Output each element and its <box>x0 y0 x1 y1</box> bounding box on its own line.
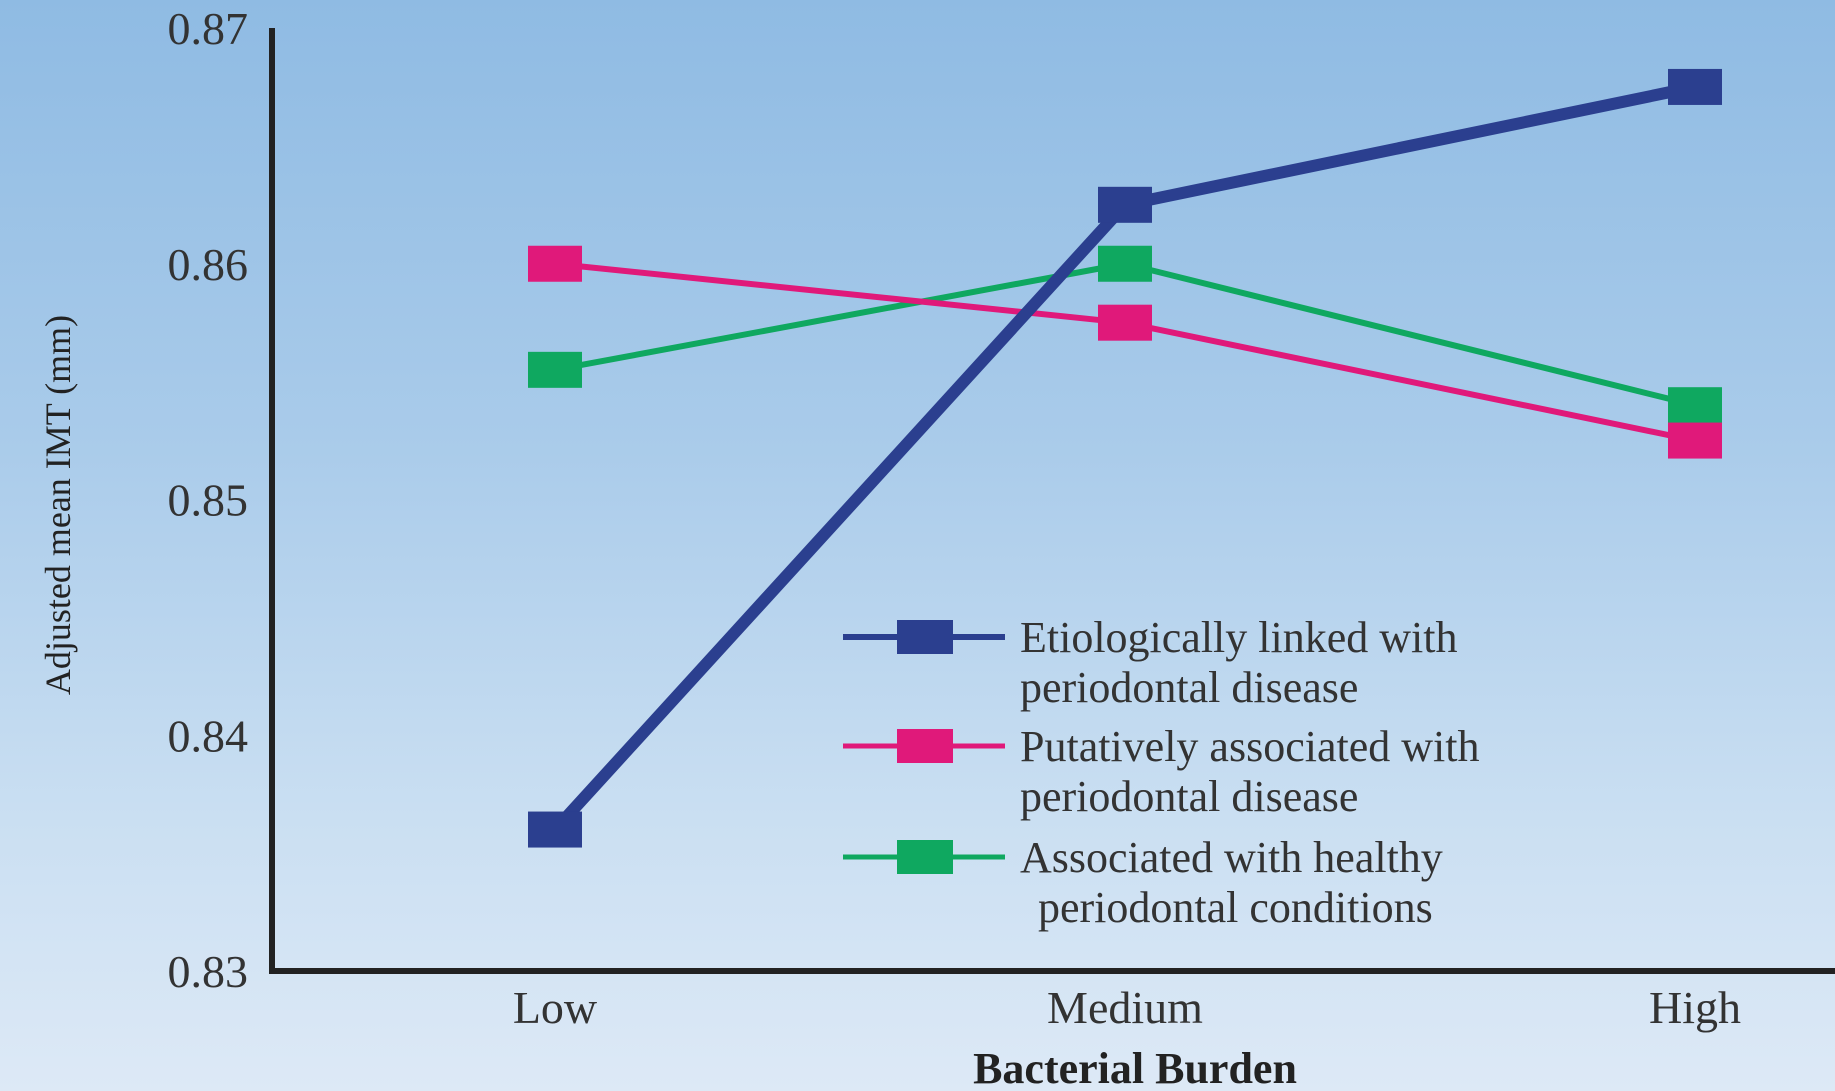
series-line <box>554 260 1696 444</box>
x-tick-label: High <box>1649 982 1741 1033</box>
data-point-marker <box>528 245 582 282</box>
data-point-marker <box>1098 245 1152 282</box>
data-point-marker <box>528 351 582 388</box>
x-axis-title: Bacterial Burden <box>973 1044 1297 1091</box>
legend-label: Associated with healthy <box>1020 833 1443 882</box>
y-tick-label: 0.85 <box>168 475 249 526</box>
data-point-marker <box>1098 186 1152 223</box>
data-point-marker <box>1098 304 1152 341</box>
y-tick-label: 0.84 <box>168 710 249 761</box>
x-tick-label: Low <box>513 982 598 1033</box>
y-tick-label: 0.83 <box>168 946 249 997</box>
y-tick-label: 0.86 <box>168 239 249 290</box>
x-tick-labels: Low Medium High <box>513 982 1741 1033</box>
legend-marker <box>897 840 953 874</box>
legend-label: periodontal disease <box>1020 663 1358 712</box>
series-0 <box>528 68 1722 848</box>
data-point-marker <box>528 811 582 848</box>
data-point-marker <box>1668 387 1722 424</box>
legend-label: periodontal disease <box>1020 772 1358 821</box>
y-axis-title: Adjusted mean IMT (mm) <box>38 315 78 695</box>
legend-marker <box>897 729 953 763</box>
y-tick-label: 0.87 <box>168 3 249 54</box>
series-2 <box>528 245 1722 424</box>
x-tick-label: Medium <box>1047 982 1203 1033</box>
legend-label: Putatively associated with <box>1020 722 1479 771</box>
data-point-marker <box>1668 68 1722 105</box>
legend-label: Etiologically linked with <box>1020 613 1458 662</box>
y-tick-labels: 0.83 0.84 0.85 0.86 0.87 <box>168 3 249 997</box>
series-layer <box>528 68 1722 848</box>
data-point-marker <box>1668 422 1722 459</box>
series-1 <box>528 245 1722 459</box>
legend-label: periodontal conditions <box>1038 883 1433 932</box>
axes <box>269 28 1835 974</box>
legend-marker <box>897 620 953 654</box>
